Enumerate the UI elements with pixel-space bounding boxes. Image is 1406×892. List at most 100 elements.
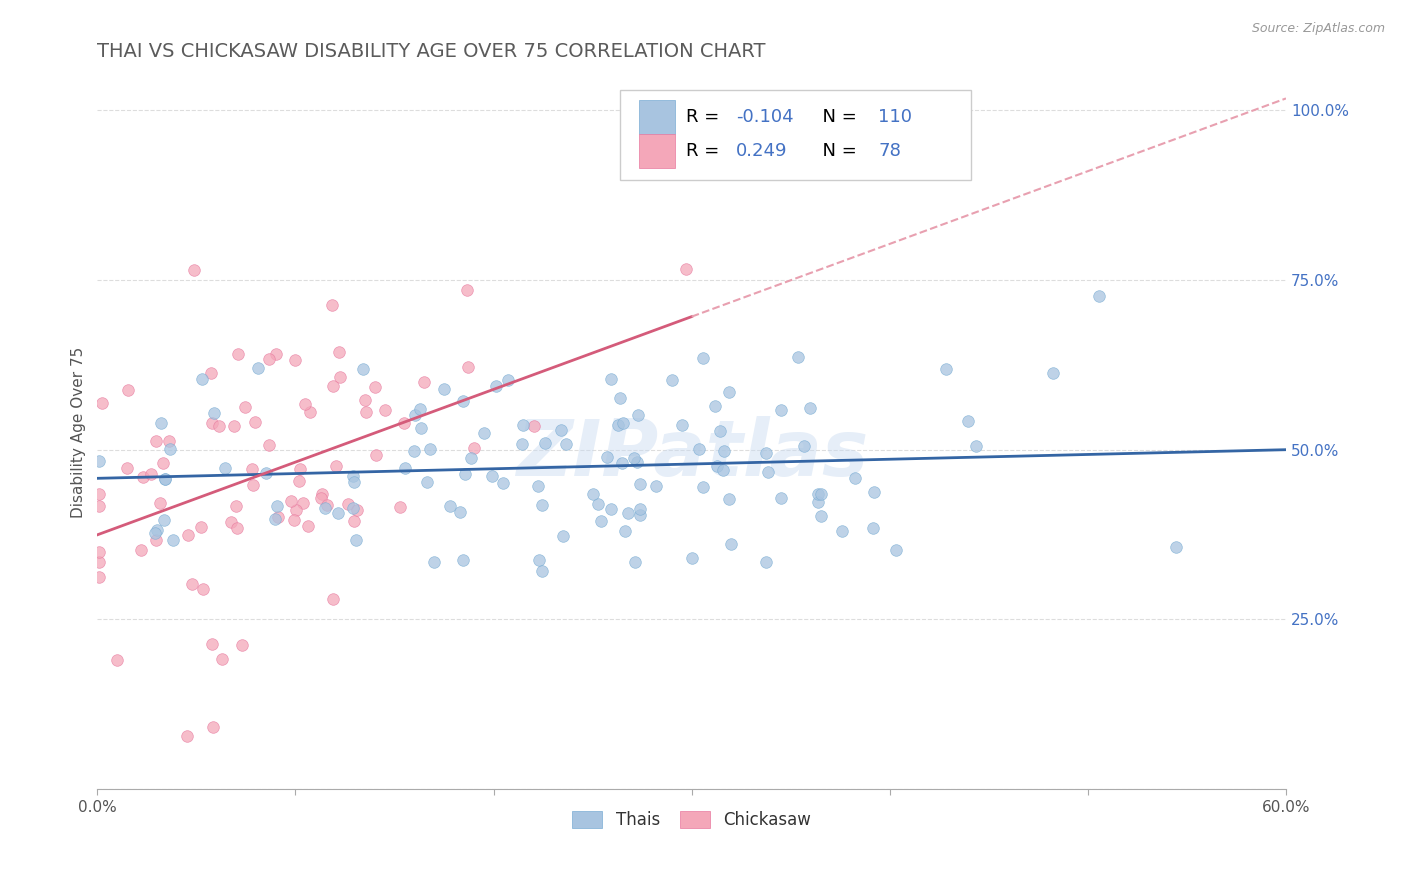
Point <box>460 451 482 466</box>
Point <box>755 446 778 460</box>
Point <box>1042 366 1064 380</box>
Point <box>129 543 152 558</box>
Point <box>264 347 287 361</box>
Point <box>222 418 245 433</box>
Text: THAI VS CHICKASAW DISABILITY AGE OVER 75 CORRELATION CHART: THAI VS CHICKASAW DISABILITY AGE OVER 75… <box>97 42 766 61</box>
Point <box>755 555 778 569</box>
Point <box>343 514 366 528</box>
Point <box>162 533 184 547</box>
Point <box>297 518 319 533</box>
Point <box>810 487 832 501</box>
Point <box>145 434 167 448</box>
Text: 0.249: 0.249 <box>735 142 787 160</box>
Text: N =: N = <box>810 108 862 126</box>
Point <box>157 434 180 449</box>
Point <box>152 456 174 470</box>
Point <box>328 345 350 359</box>
Point <box>117 384 139 398</box>
Point <box>141 467 163 481</box>
Point <box>419 442 441 457</box>
Point <box>530 498 553 512</box>
Point <box>510 437 533 451</box>
Point <box>423 554 446 568</box>
Point <box>211 652 233 666</box>
Point <box>720 536 742 550</box>
Text: ZIPatlas: ZIPatlas <box>516 416 868 492</box>
Point <box>692 351 714 365</box>
Point <box>807 494 830 508</box>
Point <box>454 467 477 482</box>
Point <box>661 373 683 387</box>
Point <box>718 384 741 399</box>
Point <box>550 423 572 437</box>
Point <box>534 435 557 450</box>
Point <box>132 470 155 484</box>
Point <box>89 555 111 569</box>
Point <box>523 419 546 434</box>
Text: R =: R = <box>686 108 724 126</box>
Point <box>246 361 269 376</box>
Point <box>596 450 619 464</box>
Point <box>191 582 214 597</box>
Point <box>404 443 426 458</box>
Point <box>965 439 987 453</box>
Point <box>492 476 515 491</box>
Point <box>89 487 111 501</box>
Point <box>200 366 222 380</box>
Point <box>231 638 253 652</box>
Point <box>807 487 830 501</box>
Point <box>531 564 554 578</box>
Point <box>956 414 979 428</box>
Point <box>288 474 311 488</box>
Point <box>90 396 112 410</box>
Point <box>201 416 224 430</box>
Point <box>713 443 735 458</box>
Point <box>844 471 866 485</box>
Point <box>233 401 256 415</box>
FancyBboxPatch shape <box>620 90 972 179</box>
Point <box>280 494 302 508</box>
Point <box>254 466 277 480</box>
Point <box>449 505 471 519</box>
Point <box>322 378 344 392</box>
Point <box>704 400 727 414</box>
Point <box>226 521 249 535</box>
Point <box>481 468 503 483</box>
Point <box>314 501 336 516</box>
Point <box>675 262 697 277</box>
Legend: Thais, Chickasaw: Thais, Chickasaw <box>567 806 815 834</box>
Point <box>201 720 224 734</box>
Point <box>311 487 333 501</box>
Point <box>89 453 111 467</box>
Point <box>433 382 456 396</box>
Text: 78: 78 <box>879 142 901 160</box>
Point <box>884 543 907 558</box>
Text: -0.104: -0.104 <box>735 108 793 126</box>
Point <box>586 497 609 511</box>
Point <box>591 514 613 528</box>
Point <box>394 460 416 475</box>
Point <box>191 372 214 386</box>
Point <box>607 418 630 433</box>
Point <box>463 442 485 456</box>
Point <box>688 442 710 456</box>
Point <box>799 401 821 415</box>
Point <box>155 472 177 486</box>
Point <box>810 508 832 523</box>
Point <box>645 479 668 493</box>
Point <box>201 637 224 651</box>
Point <box>364 449 387 463</box>
Point <box>346 503 368 517</box>
Point <box>202 405 225 419</box>
Point <box>628 502 651 516</box>
Point <box>624 555 647 569</box>
FancyBboxPatch shape <box>640 135 675 168</box>
Point <box>456 283 478 297</box>
Point <box>610 456 633 470</box>
Point <box>285 503 308 517</box>
Point <box>453 553 475 567</box>
Point <box>257 438 280 452</box>
Point <box>267 510 290 524</box>
Point <box>630 508 652 522</box>
Point <box>681 550 703 565</box>
